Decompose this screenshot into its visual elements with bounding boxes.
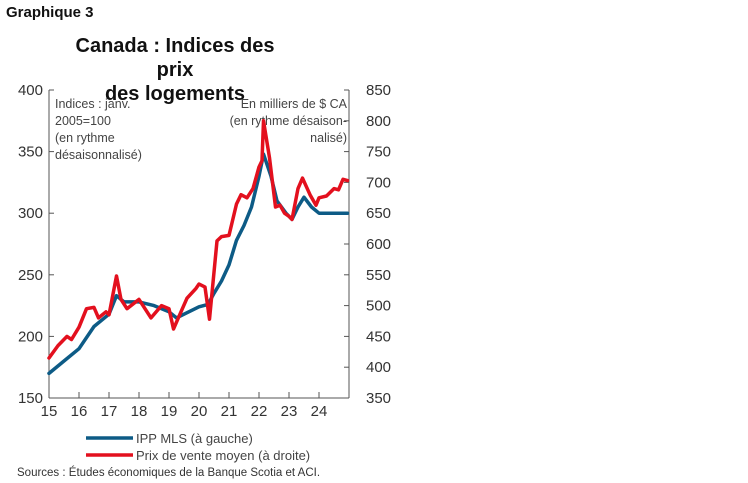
series-line-1 (47, 152, 350, 376)
left-axis-note: 2005=100 (55, 114, 111, 128)
chart-title-line-1: Canada : Indices des prix (75, 35, 275, 81)
x-tick-label: 20 (191, 403, 208, 420)
x-tick-label: 22 (251, 403, 268, 420)
x-tick-label: 17 (101, 403, 118, 420)
legend-label-1: IPP MLS (à gauche) (136, 431, 253, 446)
x-tick-label: 23 (281, 403, 298, 420)
x-tick-label: 16 (71, 403, 88, 420)
left-tick-label: 150 (18, 390, 43, 407)
left-tick-label: 350 (18, 144, 43, 161)
left-axis-note: (en rythme (55, 131, 115, 145)
x-tick-label: 15 (41, 403, 58, 420)
series-line-2 (47, 119, 350, 360)
x-tick-label: 21 (221, 403, 238, 420)
figure-label: Graphique 3 (6, 4, 94, 21)
right-tick-label: 800 (366, 113, 391, 130)
right-tick-label: 600 (366, 236, 391, 253)
right-tick-label: 750 (366, 144, 391, 161)
right-tick-label: 350 (366, 390, 391, 407)
x-tick-label: 19 (161, 403, 178, 420)
left-axis-note: désaisonnalisé) (55, 148, 142, 162)
left-tick-label: 400 (18, 82, 43, 99)
left-tick-label: 200 (18, 328, 43, 345)
source-note: Sources : Études économiques de la Banqu… (17, 466, 320, 479)
right-tick-label: 450 (366, 328, 391, 345)
chart-title: Canada : Indices des prix des logements (60, 34, 290, 106)
x-tick-label: 24 (311, 403, 328, 420)
right-tick-label: 850 (366, 82, 391, 99)
right-axis-note: nalisé) (310, 131, 347, 145)
right-tick-label: 650 (366, 205, 391, 222)
legend-label-2: Prix de vente moyen (à droite) (136, 448, 310, 463)
right-axis-note: En milliers de $ CA (241, 97, 348, 111)
left-tick-label: 300 (18, 205, 43, 222)
x-tick-label: 18 (131, 403, 148, 420)
left-axis-note: Indices : janv. (55, 97, 131, 111)
right-tick-label: 700 (366, 174, 391, 191)
chart-title-line-2: des logements (104, 83, 246, 105)
right-tick-label: 550 (366, 267, 391, 284)
right-tick-label: 500 (366, 298, 391, 315)
right-tick-label: 400 (366, 359, 391, 376)
right-axis-note: (en rythme désaison- (230, 114, 347, 128)
left-tick-label: 250 (18, 267, 43, 284)
